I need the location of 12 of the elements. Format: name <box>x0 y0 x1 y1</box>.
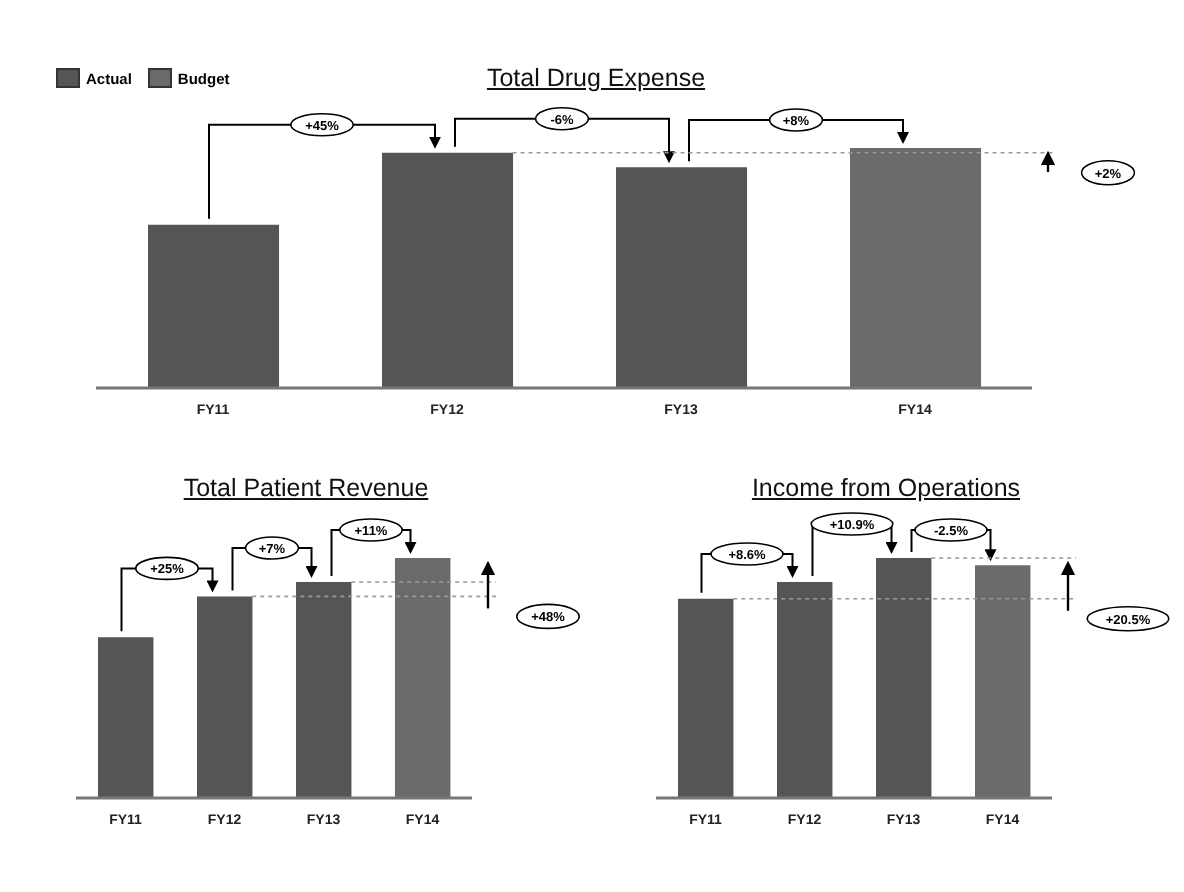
chart-title: Total Patient Revenue <box>181 474 431 502</box>
bar <box>98 637 154 798</box>
bar <box>876 558 932 798</box>
chart-title: Total Drug Expense <box>486 64 706 92</box>
bar <box>296 582 352 798</box>
bar <box>678 598 734 798</box>
chart-title: Income from Operations <box>749 474 1023 502</box>
bar <box>382 152 514 388</box>
bar <box>616 167 748 388</box>
bar <box>197 596 253 798</box>
bar <box>777 582 833 798</box>
bar <box>148 224 280 388</box>
